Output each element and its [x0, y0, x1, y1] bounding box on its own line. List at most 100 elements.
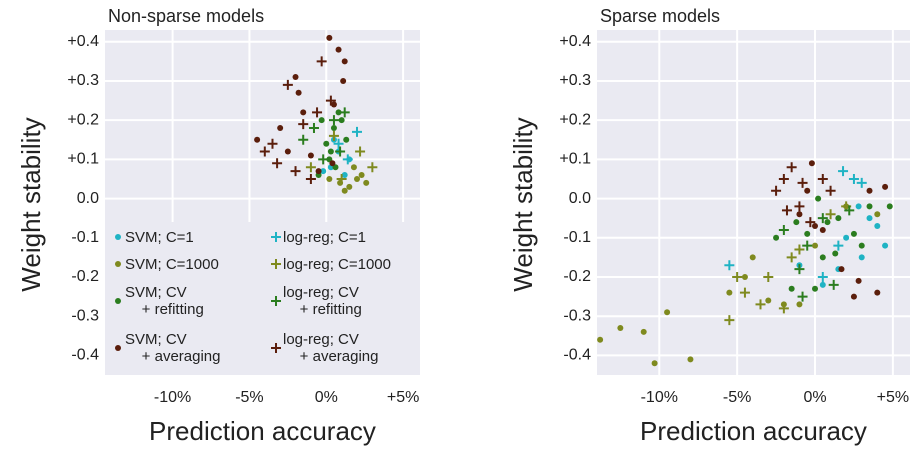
- data-point: [333, 138, 344, 149]
- panel-title: Non-sparse models: [108, 6, 264, 26]
- data-point: [305, 173, 316, 184]
- x-tick-label: +5%: [387, 389, 419, 406]
- data-point: [732, 271, 743, 282]
- y-tick-label: +0.3: [559, 72, 591, 89]
- data-point: [308, 123, 319, 134]
- data-point: [778, 303, 789, 314]
- data-point: [363, 179, 370, 186]
- y-tick-label: +0.4: [67, 33, 99, 50]
- data-point: [833, 240, 844, 251]
- data-point: [844, 205, 855, 216]
- data-point: [817, 271, 828, 282]
- data-point: [328, 130, 339, 141]
- data-point: [855, 277, 862, 284]
- data-point: [794, 201, 805, 212]
- data-point: [726, 289, 733, 296]
- data-point: [327, 148, 334, 155]
- data-point: [312, 107, 323, 118]
- y-tick-label: -0.3: [71, 307, 99, 324]
- data-point: [819, 281, 826, 288]
- legend-label: SVM; C=1: [125, 228, 194, 246]
- data-point: [848, 173, 859, 184]
- data-point: [358, 172, 365, 179]
- legend-label: log-reg; C=1000: [283, 255, 391, 273]
- data-point: [828, 279, 839, 290]
- data-point: [739, 287, 750, 298]
- y-tick-label: -0.1: [563, 229, 591, 246]
- legend-label: log-reg; C=1: [283, 228, 366, 246]
- legend-label: SVM; CV + averaging: [125, 331, 221, 365]
- data-point: [858, 242, 865, 249]
- data-point: [282, 79, 293, 90]
- data-point: [858, 254, 865, 261]
- data-point: [292, 74, 299, 81]
- data-point: [835, 215, 842, 222]
- data-point: [793, 219, 800, 226]
- data-point: [272, 158, 283, 169]
- data-point: [825, 209, 836, 220]
- y-tick-label: +0.2: [559, 111, 591, 128]
- data-point: [320, 168, 327, 175]
- x-tick-label: 0%: [315, 389, 338, 406]
- data-point: [794, 264, 805, 275]
- data-point: [824, 219, 831, 226]
- data-point: [866, 215, 873, 222]
- data-point: [664, 309, 671, 316]
- y-tick-label: +0.2: [67, 111, 99, 128]
- data-point: [651, 360, 658, 367]
- data-point: [819, 254, 826, 261]
- data-point: [817, 213, 828, 224]
- data-point: [350, 164, 357, 171]
- legend-label: SVM; CV + refitting: [125, 284, 204, 318]
- data-point: [812, 223, 819, 230]
- data-point: [874, 211, 881, 218]
- data-point: [796, 301, 803, 308]
- data-point: [802, 240, 813, 251]
- data-point: [805, 217, 816, 228]
- data-point: [808, 160, 815, 167]
- plot-background: [597, 30, 910, 375]
- data-point: [832, 250, 839, 257]
- legend-label: log-reg; CV + averaging: [283, 331, 379, 365]
- y-tick-label: -0.2: [71, 268, 99, 285]
- data-point: [771, 185, 782, 196]
- data-point: [797, 291, 808, 302]
- data-point: [259, 146, 270, 157]
- data-point: [724, 315, 735, 326]
- data-point: [786, 252, 797, 263]
- data-point: [825, 185, 836, 196]
- y-axis-label: Weight stability: [508, 117, 538, 291]
- data-point: [640, 328, 647, 335]
- x-tick-label: -10%: [154, 389, 191, 406]
- data-point: [318, 117, 325, 124]
- data-point: [617, 324, 624, 331]
- data-point: [856, 177, 867, 188]
- legend-marker: [115, 261, 121, 267]
- legend-label: SVM; C=1000: [125, 255, 219, 273]
- data-point: [367, 162, 378, 173]
- legend-marker: [115, 345, 121, 351]
- data-point: [341, 172, 348, 179]
- legend-box: [105, 222, 420, 375]
- data-point: [597, 336, 604, 343]
- data-point: [295, 89, 302, 96]
- y-tick-label: +0.1: [67, 151, 99, 168]
- data-point: [318, 154, 329, 165]
- data-point: [797, 177, 808, 188]
- y-tick-label: -0.4: [71, 347, 99, 364]
- data-point: [866, 203, 873, 210]
- x-tick-label: -5%: [723, 389, 751, 406]
- data-point: [749, 254, 756, 261]
- data-point: [765, 297, 772, 304]
- data-point: [338, 117, 345, 124]
- data-point: [355, 146, 366, 157]
- data-point: [315, 168, 322, 175]
- y-tick-label: +0.1: [559, 151, 591, 168]
- legend-marker: [115, 234, 121, 240]
- y-tick-label: -0.4: [563, 347, 591, 364]
- data-point: [843, 234, 850, 241]
- data-point: [874, 223, 881, 230]
- x-tick-label: -10%: [641, 389, 678, 406]
- x-axis-label: Prediction accuracy: [149, 416, 376, 446]
